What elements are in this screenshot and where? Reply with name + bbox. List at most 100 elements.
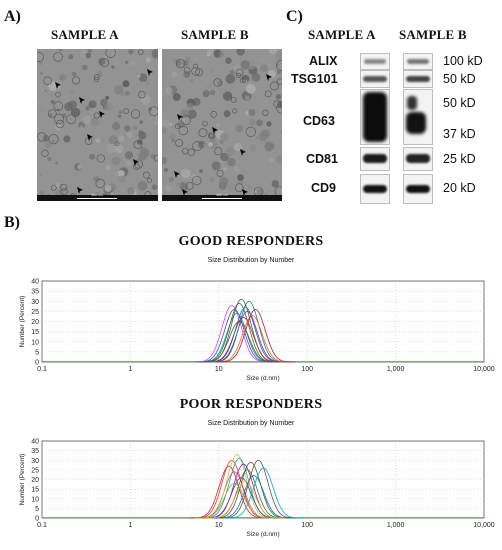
arrowhead-marker	[87, 134, 93, 141]
arrowhead-marker	[266, 74, 272, 81]
vesicle	[176, 182, 181, 188]
vesicle-outline	[100, 58, 109, 68]
vesicle	[216, 127, 220, 130]
vesicle	[69, 117, 72, 121]
y-tick-label: 10	[31, 496, 39, 503]
series-line-13	[194, 482, 275, 519]
series-line-9	[212, 314, 293, 363]
vesicle	[122, 80, 130, 88]
vesicle	[269, 49, 278, 55]
vesicle	[271, 180, 279, 188]
vesicle	[88, 100, 97, 109]
vesicle	[125, 60, 129, 64]
arrowhead-marker	[212, 127, 218, 134]
vesicle-outline	[37, 132, 47, 142]
series-line-11	[199, 321, 279, 363]
vesicle	[82, 115, 91, 125]
blot-sample-b-title: SAMPLE B	[399, 27, 467, 42]
vesicle	[114, 144, 124, 154]
vesicle-outline	[235, 72, 241, 78]
vesicle	[268, 157, 274, 163]
vesicle	[39, 107, 45, 112]
vesicle	[44, 89, 47, 92]
vesicle	[207, 83, 213, 89]
x-axis-label: Size (d.nm)	[246, 531, 279, 538]
vesicle	[104, 184, 112, 192]
vesicle	[70, 107, 81, 118]
vesicle	[162, 156, 167, 165]
vesicle	[194, 57, 198, 61]
vesicle-outline	[133, 140, 143, 150]
vesicle	[267, 69, 276, 78]
arrowhead-marker	[79, 97, 85, 104]
vesicle	[106, 143, 117, 154]
vesicle	[50, 50, 54, 54]
vesicle-outline	[178, 125, 189, 136]
vesicle	[128, 49, 134, 55]
vesicle	[208, 142, 213, 147]
vesicle	[259, 57, 265, 63]
vesicle	[151, 184, 158, 191]
vesicle	[82, 64, 88, 71]
vesicle-outline	[55, 119, 65, 129]
vesicle	[162, 119, 171, 129]
vesicle	[245, 84, 256, 94]
vesicle	[276, 155, 282, 165]
y-tick-label: 0	[35, 516, 39, 523]
arrowhead-marker	[77, 187, 83, 194]
blot-band-cd9-b	[403, 174, 433, 204]
vesicle	[268, 62, 272, 67]
vesicle	[89, 153, 96, 160]
vesicle	[247, 185, 252, 190]
vesicle	[135, 72, 139, 76]
vesicle	[39, 61, 43, 65]
vesicle	[165, 87, 173, 95]
y-tick-label: 35	[31, 289, 39, 296]
vesicle-outline	[202, 120, 208, 127]
vesicle-outline	[273, 100, 282, 108]
vesicle	[213, 73, 221, 81]
vesicle	[54, 150, 57, 154]
x-tick-label: 10,000	[473, 522, 495, 529]
vesicle	[145, 57, 151, 63]
vesicle-outline	[71, 76, 81, 85]
vesicle	[211, 161, 221, 171]
y-tick-label: 25	[31, 309, 39, 316]
vesicle-outline	[148, 106, 158, 117]
vesicle	[276, 63, 280, 67]
vesicle	[172, 93, 181, 101]
vesicle	[245, 95, 250, 101]
x-tick-label: 10,000	[473, 366, 495, 373]
vesicle	[275, 94, 282, 100]
kd-label-cd81: 25 kD	[443, 152, 476, 166]
vesicle	[264, 141, 274, 152]
x-tick-label: 1,000	[387, 522, 405, 529]
vesicle	[264, 99, 268, 103]
blot-band-alix-b	[403, 53, 433, 70]
x-tick-label: 0.1	[37, 522, 47, 529]
y-tick-label: 5	[35, 506, 39, 513]
vesicle	[115, 121, 118, 125]
vesicle-outline	[198, 128, 208, 138]
vesicle	[124, 125, 131, 132]
vesicle	[125, 90, 130, 96]
vesicle	[209, 177, 215, 182]
vesicle	[50, 100, 55, 104]
vesicle-outline	[213, 78, 222, 87]
vesicle	[168, 177, 174, 182]
vesicle	[171, 71, 177, 78]
vesicle	[151, 49, 158, 59]
vesicle	[153, 121, 158, 125]
vesicle	[68, 54, 74, 60]
blot-label-alix: ALIX	[309, 54, 338, 68]
series-line-12	[205, 480, 286, 519]
vesicle	[234, 166, 240, 172]
vesicle	[253, 96, 257, 100]
series-line-11	[223, 467, 304, 519]
blot-band-cd63-a	[360, 89, 390, 145]
vesicle	[98, 57, 106, 65]
vesicle-outline	[183, 66, 191, 74]
y-tick-label: 5	[35, 349, 39, 356]
vesicle	[248, 109, 256, 117]
panel-label-a: A)	[4, 8, 21, 25]
